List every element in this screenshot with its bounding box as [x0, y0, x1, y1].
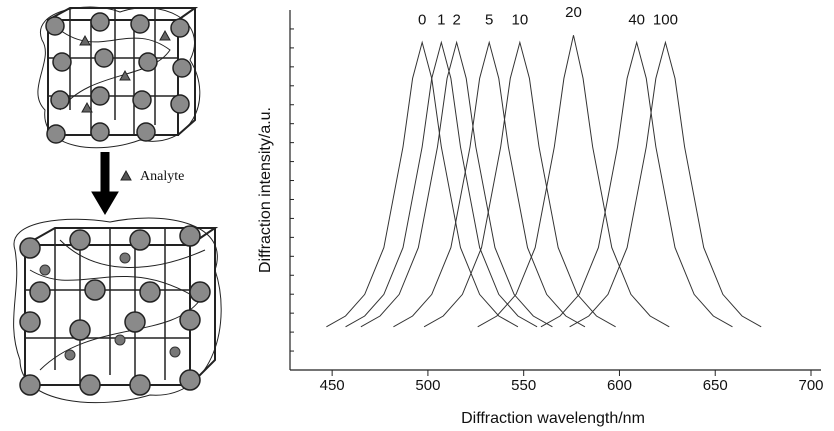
x-tick-label: 700	[798, 377, 823, 394]
peak-label: 20	[565, 4, 582, 21]
x-tick-label: 600	[607, 377, 632, 394]
peak-label: 0	[418, 11, 426, 28]
peak-label: 40	[628, 11, 645, 28]
x-tick-label: 650	[703, 377, 728, 394]
analyte-label: Analyte	[140, 169, 184, 184]
x-tick-label: 500	[415, 377, 440, 394]
y-axis-label: Diffraction intensity/a.u.	[257, 107, 274, 273]
line-series	[345, 40, 538, 328]
peak-label: 5	[485, 11, 493, 28]
line-series	[540, 40, 733, 328]
line-series	[360, 40, 553, 328]
x-tick-label: 550	[511, 377, 536, 394]
peak-label: 10	[512, 11, 529, 28]
x-tick-label: 450	[320, 377, 345, 394]
line-series	[477, 35, 670, 328]
x-axis-label: Diffraction wavelength/nm	[461, 410, 645, 427]
peak-label: 2	[452, 11, 460, 28]
line-series	[423, 40, 616, 328]
peak-label: 100	[653, 11, 678, 28]
peak-label: 1	[437, 11, 445, 28]
schematic	[13, 6, 222, 404]
line-series	[393, 40, 586, 328]
line-series	[569, 40, 762, 328]
line-series	[326, 40, 519, 328]
